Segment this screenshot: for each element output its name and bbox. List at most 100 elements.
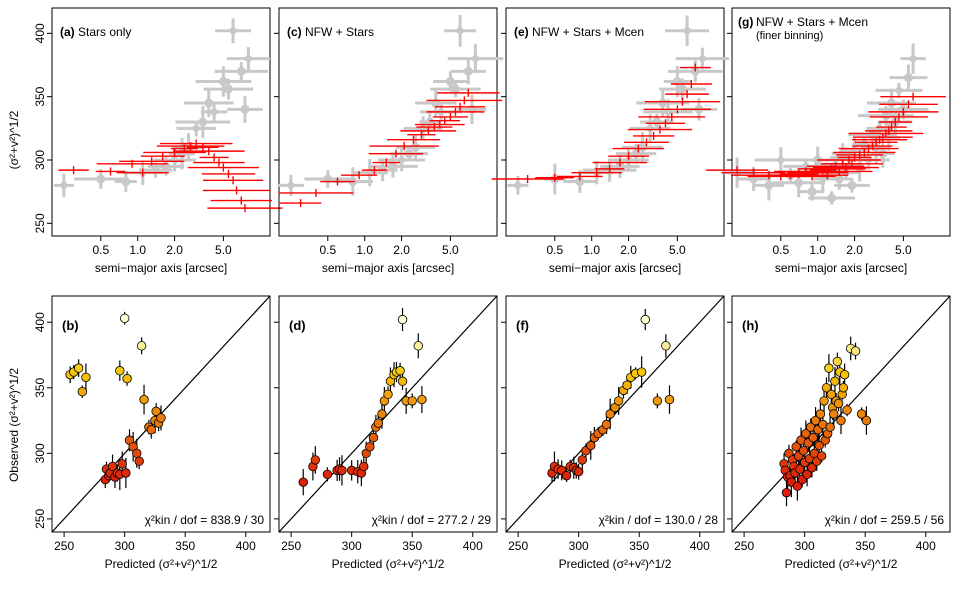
panel-c-obs-point xyxy=(455,25,466,36)
panel-c-xtick-label: 0.5 xyxy=(319,243,336,257)
panel-a-xtick-label: 5.0 xyxy=(215,243,232,257)
panel-h-xlabel: Predicted (σ²+v²)^1/2 xyxy=(785,557,898,571)
panel-a-xlabel: semi−major axis [arcsec] xyxy=(95,261,227,275)
panel-h-point xyxy=(791,442,801,452)
panel-b-point xyxy=(121,468,131,478)
panel-f-xlabel: Predicted (σ²+v²)^1/2 xyxy=(559,557,672,571)
panel-f-point xyxy=(586,440,596,451)
panel-h-point xyxy=(819,396,829,406)
panel-g-obs-point xyxy=(764,180,774,190)
panel-a-xtick-label: 0.5 xyxy=(92,243,109,257)
panel-b-ytick-label: 400 xyxy=(33,312,47,332)
panel-e-obs-point xyxy=(512,180,523,191)
panel-g-label: (g) xyxy=(738,15,753,29)
panel-f-identity-line xyxy=(505,295,725,533)
panel-f: 250 300 350 400 Predicted (σ²+v²)^1/2 (f) χ²ki… xyxy=(501,295,725,571)
panel-h-point xyxy=(861,415,872,426)
panel-h-point xyxy=(838,383,849,393)
panel-c-obs-point xyxy=(411,142,421,152)
panel-b-point xyxy=(107,461,118,472)
panel-f-frame xyxy=(505,295,725,533)
panel-f-chi2: χ²kin / dof = 130.0 / 28 xyxy=(599,513,719,527)
bottom-ylabel: Observed (σ²+v²)^1/2 xyxy=(7,368,21,482)
panel-f-xtick-label: 400 xyxy=(690,539,710,553)
panel-h-point xyxy=(801,428,811,439)
panel-h-xtick-label: 350 xyxy=(855,539,875,553)
panel-a-xtick-label: 1.0 xyxy=(129,243,146,257)
panel-h-point xyxy=(802,469,812,480)
panel-h-chi2: χ²kin / dof = 259.5 / 56 xyxy=(825,513,945,527)
panel-f-point xyxy=(613,396,624,406)
panel-d-xlabel: Predicted (σ²+v²)^1/2 xyxy=(332,557,445,571)
panel-d-point xyxy=(298,477,308,487)
panel-d-point xyxy=(359,461,369,472)
panel-h-point xyxy=(839,369,850,380)
panel-a: 0.5 1.0 2.0 5.0 250 300 350 400 semi−major axis … xyxy=(33,7,283,275)
panel-e-obs-point xyxy=(682,25,693,36)
panel-d-point xyxy=(373,418,384,428)
panel-h-point xyxy=(856,409,867,419)
panel-a-obs-point xyxy=(240,104,250,114)
panel-b-xtick-label: 300 xyxy=(115,539,135,553)
panel-b-point xyxy=(77,387,87,397)
panel-h-xtick-label: 400 xyxy=(916,539,936,553)
panel-b-point xyxy=(122,373,132,384)
panel-b-xtick-label: 250 xyxy=(54,539,74,553)
panel-h-xtick-label: 300 xyxy=(795,539,815,553)
panel-b-ytick-label: 250 xyxy=(33,509,47,529)
panel-h-frame xyxy=(731,295,951,533)
panel-a-xtick-label: 2.0 xyxy=(166,243,183,257)
panel-h-point xyxy=(798,446,809,456)
panel-g-xtick-label: 5.0 xyxy=(895,243,912,257)
panel-h-point xyxy=(825,422,835,432)
panel-d-point xyxy=(383,389,393,400)
panel-f-xtick-label: 250 xyxy=(508,539,528,553)
panel-b-point xyxy=(134,456,144,466)
panel-d: 250 300 350 400 Predicted (σ²+v²)^1/2 (d) χ²ki… xyxy=(274,295,498,571)
panel-g-obs-point xyxy=(827,193,837,203)
panel-h-point xyxy=(824,363,834,373)
panel-g-obs-point xyxy=(834,174,844,184)
panel-h-point xyxy=(836,415,846,426)
panel-h-point xyxy=(826,389,837,400)
panel-h-point xyxy=(815,409,826,419)
panel-g-obs-point xyxy=(903,73,913,83)
panel-c-obs-point xyxy=(470,53,481,64)
panel-h-point xyxy=(842,405,852,415)
panel-f-xtick-label: 300 xyxy=(569,539,589,553)
panel-e: 0.5 1.0 2.0 5.0 semi−major axis [arcsec] (e) … xyxy=(491,7,730,275)
panel-f-point xyxy=(640,314,650,325)
panel-g-obs-point xyxy=(775,155,786,165)
panel-b-point xyxy=(151,406,161,417)
panel-a-obs-point xyxy=(243,53,254,64)
panel-h-point xyxy=(829,409,839,419)
panel-f-point xyxy=(652,396,663,406)
panel-e-xtick-label: 5.0 xyxy=(669,243,686,257)
panel-b-ytick-label: 300 xyxy=(33,443,47,463)
panel-c-frame xyxy=(278,7,498,237)
panel-a-obs-point xyxy=(236,66,246,76)
panel-b-point xyxy=(156,413,166,423)
panel-b-xlabel: Predicted (σ²+v²)^1/2 xyxy=(105,557,218,571)
panel-h-point xyxy=(795,464,805,474)
panel-c-obs-point xyxy=(396,155,407,165)
panel-d-identity-line xyxy=(278,295,498,533)
panel-d-point xyxy=(337,465,347,476)
panel-d-point xyxy=(397,314,408,325)
panel-e-frame xyxy=(505,7,725,237)
panel-c-obs-point xyxy=(285,180,296,191)
panel-b-point xyxy=(119,313,130,323)
panel-g-obs-point xyxy=(871,142,881,152)
panel-d-point xyxy=(407,396,417,406)
panel-b-point xyxy=(117,459,127,469)
panel-c-obs-point xyxy=(450,84,460,94)
panel-c-xtick-label: 5.0 xyxy=(442,243,459,257)
panel-e-obs-point xyxy=(575,177,585,187)
panel-e-obs-point xyxy=(638,142,648,152)
panel-b-point xyxy=(73,363,84,373)
panel-c: 0.5 1.0 2.0 5.0 semi−major axis [arcsec] (c) … xyxy=(274,7,504,275)
panel-h-point xyxy=(833,398,844,409)
panel-h-point xyxy=(792,481,803,491)
panel-g-xlabel: semi−major axis [arcsec] xyxy=(775,261,907,275)
